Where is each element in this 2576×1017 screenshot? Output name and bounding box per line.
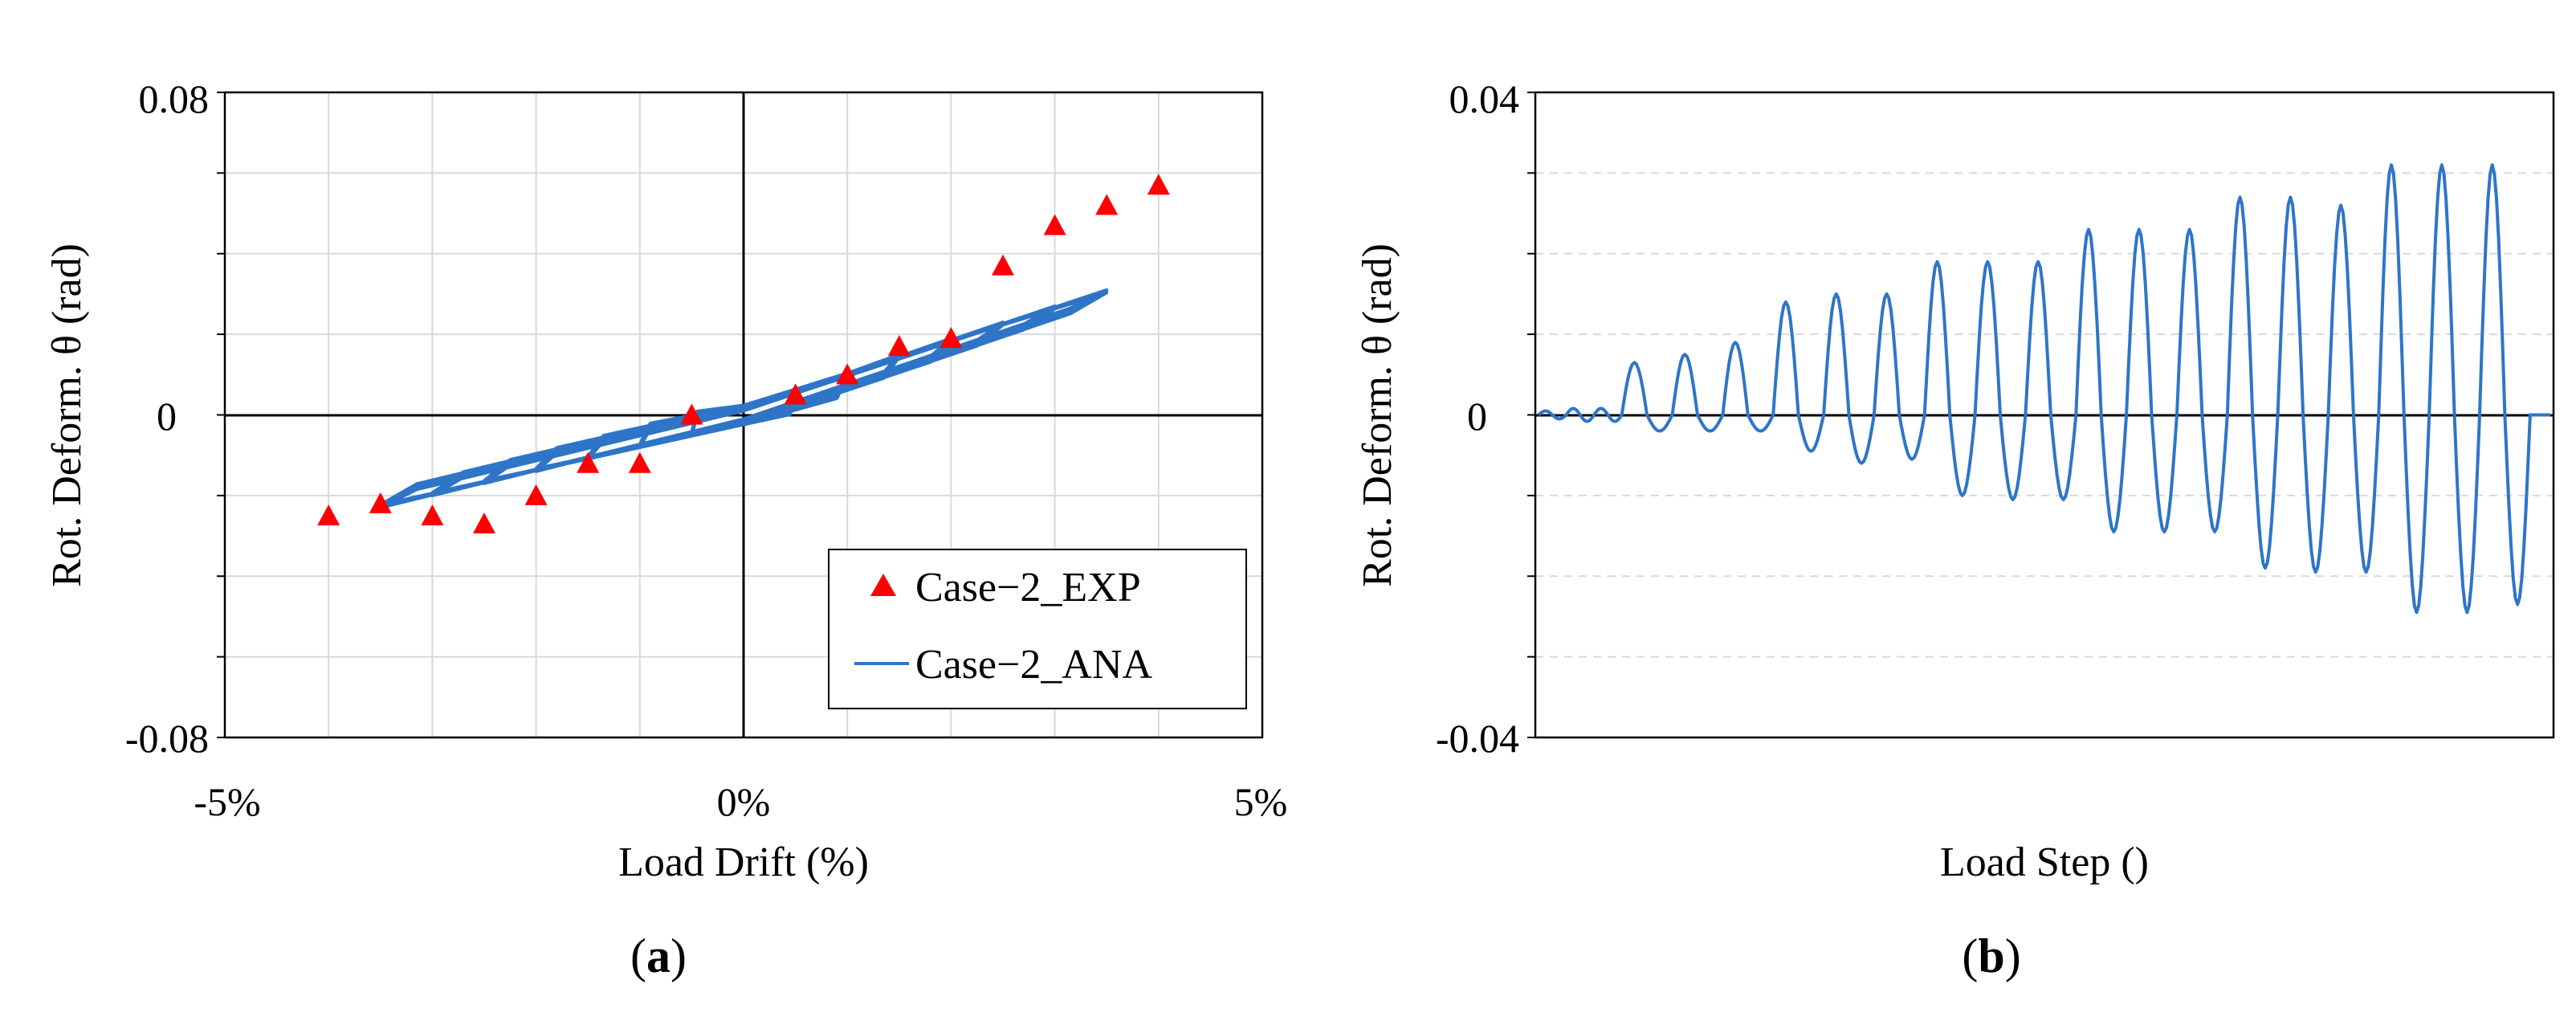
y-tick-label: 0: [157, 394, 177, 439]
y-tick-label: -0.04: [1436, 716, 1519, 761]
exp-data-point: [421, 504, 444, 525]
y-tick-label: -0.08: [125, 716, 209, 761]
legend-triangle-marker: [870, 574, 896, 596]
exp-data-point: [992, 254, 1014, 276]
panel-letter-b: b: [1978, 929, 2004, 982]
x-axis-label-b: Load Step (): [1940, 839, 2149, 885]
exp-data-point: [473, 513, 495, 534]
exp-data-point: [628, 451, 651, 473]
rotation-history-line: [1537, 163, 2550, 615]
exp-data-point: [577, 451, 600, 473]
exp-data-point: [784, 383, 807, 405]
y-tick-label: 0.08: [139, 76, 210, 121]
exp-data-point: [317, 504, 340, 525]
exp-data-point: [524, 484, 548, 505]
y-axis-label-a: Rot. Deform. θ (rad): [44, 243, 90, 587]
panel-label-a: (a): [630, 929, 687, 982]
legend-a: Case−2_EXP Case−2_ANA: [828, 549, 1247, 709]
panel-label-b: (b): [1962, 929, 2020, 982]
exp-data-point: [1147, 174, 1170, 195]
exp-data-point: [887, 335, 911, 357]
y-tick-label: 0.04: [1449, 76, 1520, 121]
y-axis-label-b: Rot. Deform. θ (rad): [1355, 243, 1400, 587]
x-axis-label-a: Load Drift (%): [618, 839, 869, 885]
legend-box: [828, 549, 1247, 709]
panel-a: 0.08 0 -0.08 -5% 0% 5% Load Drift (%) Ro…: [44, 76, 1287, 982]
panel-b: 0.04 0 -0.04 Load Step () Rot. Deform. θ…: [1355, 76, 2555, 982]
exp-data-point: [680, 403, 703, 425]
exp-data-point: [1043, 214, 1066, 235]
x-tick-label: 5%: [1234, 779, 1288, 824]
x-tick-label: 0%: [717, 779, 771, 824]
case2-ana-line: [378, 288, 1109, 509]
panel-letter-a: a: [646, 929, 670, 982]
exp-data-point: [1095, 194, 1119, 215]
y-tick-label: 0: [1467, 394, 1487, 439]
exp-data-point: [940, 327, 963, 349]
exp-data-point: [836, 363, 859, 385]
legend-label-exp: Case−2_EXP: [915, 565, 1141, 611]
legend-label-ana: Case−2_ANA: [915, 642, 1153, 688]
exp-data-point: [369, 492, 392, 513]
x-tick-label: -5%: [194, 779, 260, 824]
